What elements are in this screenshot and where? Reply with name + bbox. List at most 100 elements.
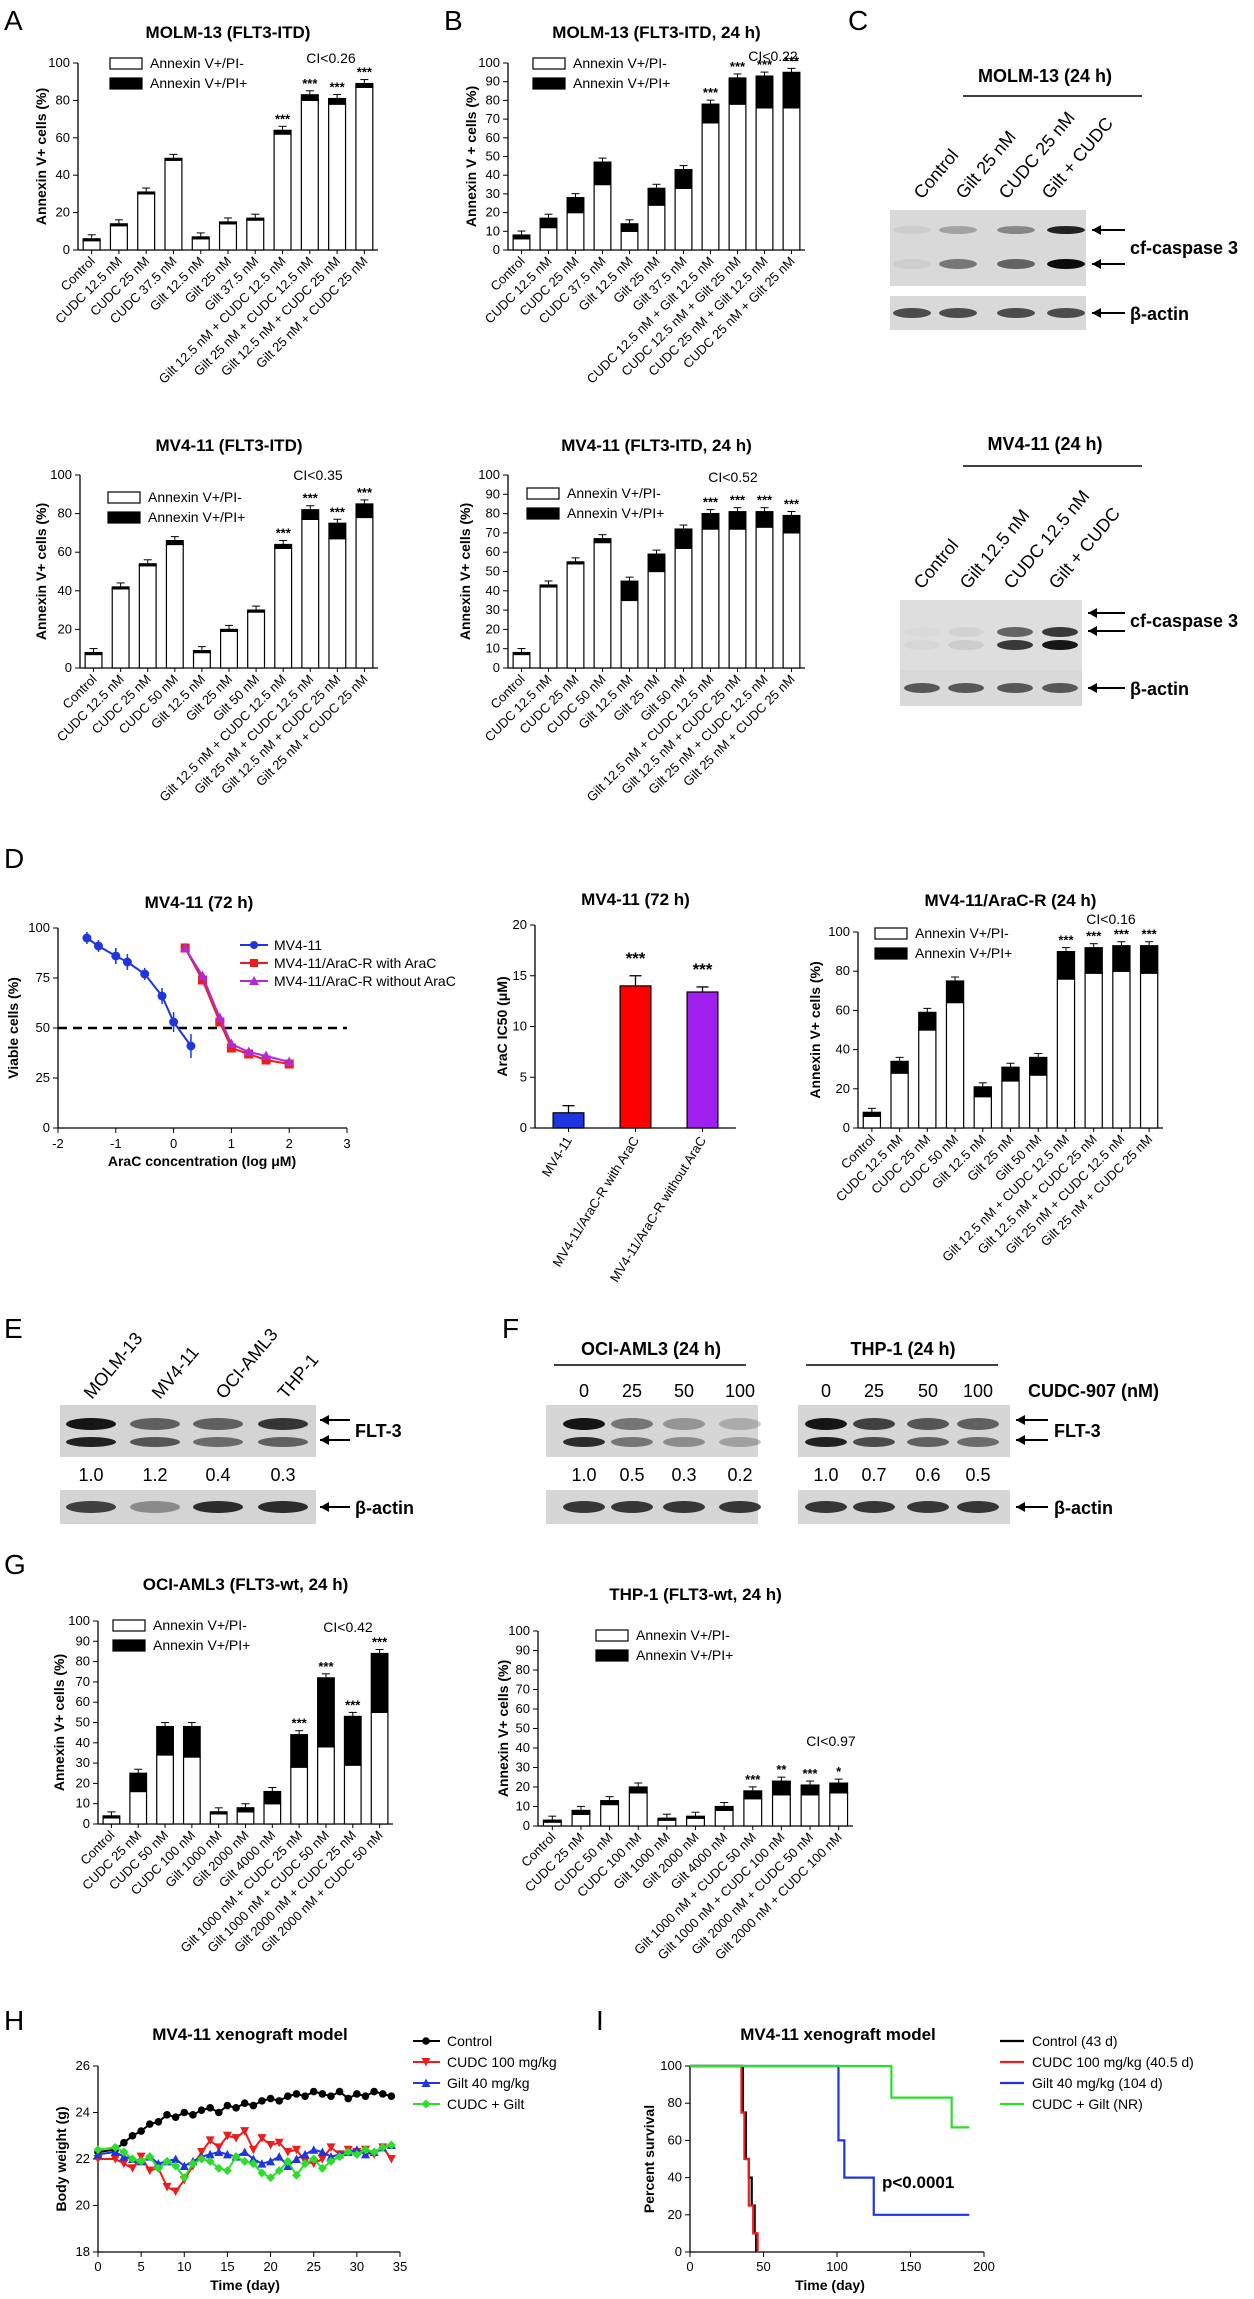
bar-segment-pi-neg: [701, 528, 720, 669]
data-point: [360, 2145, 370, 2155]
bar-segment-pi-pos: [674, 528, 693, 549]
band-flt3-upper: [611, 1418, 653, 1430]
panel-letter-A: A: [4, 5, 23, 36]
band-quantification-oci: 0.2: [727, 1465, 752, 1485]
lane-label-oci: 0: [579, 1381, 589, 1401]
bar-segment-pi-pos: [571, 1809, 591, 1815]
band-actin: [663, 1501, 705, 1513]
data-point: [386, 2140, 396, 2150]
y-tick-label: 80: [486, 92, 500, 107]
x-tick-label: 10: [177, 2259, 191, 2274]
y-tick-label: 26: [76, 2058, 90, 2073]
band-flt3-lower: [66, 1437, 116, 1447]
legend-marker: [422, 2037, 430, 2045]
data-point: [157, 991, 167, 1001]
y-axis-label: Annexin V+ cells (%): [495, 1660, 511, 1797]
legend-swatch-pi-pos: [109, 77, 143, 90]
lane-label-thp: 50: [918, 1381, 938, 1401]
y-tick-label: 70: [486, 525, 500, 540]
survival-curve: [690, 2064, 759, 2252]
bar-segment-pi-neg: [273, 133, 292, 251]
bar-segment-pi-pos: [686, 1815, 705, 1819]
legend-label: MV4-11/AraC-R without AraC: [274, 973, 456, 989]
bar-segment-pi-pos: [263, 1790, 282, 1805]
blot-title-thp: THP-1 (24 h): [850, 1339, 955, 1359]
panel-letters: A B C D E F G H I: [4, 5, 868, 2036]
bar: [686, 991, 719, 1129]
legend-swatch-pi-pos: [107, 511, 141, 524]
p-value-annotation: p<0.0001: [882, 2173, 954, 2192]
legend-label-pi-neg: Annexin V+/PI-: [573, 55, 667, 71]
bar-segment-pi-neg: [1084, 972, 1103, 1129]
band-quantification: 1.0: [78, 1465, 103, 1485]
lane-label: Control: [910, 145, 963, 202]
y-tick-label: 10: [486, 641, 500, 656]
y-tick-label: 100: [478, 55, 500, 70]
band-flt3-upper: [663, 1418, 705, 1430]
data-point: [274, 2152, 284, 2161]
significance-stars: *: [836, 1764, 842, 1779]
blot-membrane-flt3-oci: [546, 1405, 758, 1457]
legend-swatch-pi-neg: [526, 487, 560, 500]
legend-label: CUDC + Gilt: [447, 2096, 525, 2112]
band-quantification: 0.3: [270, 1465, 295, 1485]
legend-label: Gilt 40 mg/kg (104 d): [1032, 2075, 1163, 2091]
x-tick-label: 35: [393, 2259, 407, 2274]
bar-segment-pi-pos: [355, 82, 374, 88]
y-tick-label: 20: [56, 205, 70, 220]
lane-label-thp: 25: [864, 1381, 884, 1401]
data-point: [214, 1012, 225, 1022]
bar-segment-pi-neg: [628, 1792, 648, 1827]
bar-segment-pi-neg: [647, 570, 666, 669]
bar-segment-pi-neg: [782, 107, 801, 251]
y-tick-label: 70: [486, 111, 500, 126]
data-point: [240, 2099, 249, 2107]
bar-segment-pi-pos: [370, 1652, 389, 1713]
band-caspase-lower: [948, 640, 984, 650]
data-point: [226, 1038, 237, 1048]
bar-segment-pi-pos: [191, 236, 210, 240]
band-caspase-lower: [1042, 640, 1078, 650]
y-tick-label: 20: [486, 621, 500, 636]
bar-segment-pi-neg: [945, 1001, 965, 1129]
bar-segment-pi-neg: [355, 516, 374, 669]
data-point: [197, 2154, 207, 2164]
data-point: [154, 2118, 163, 2126]
data-point: [197, 970, 208, 980]
y-tick-label: 50: [486, 149, 500, 164]
data-point: [291, 2170, 301, 2180]
bar-segment-pi-pos: [138, 563, 157, 567]
band-caspase-lower: [893, 259, 931, 269]
legend-swatch-pi-neg: [874, 927, 908, 940]
band-caspase-upper: [893, 226, 931, 234]
y-tick-label: 70: [76, 1674, 90, 1689]
bar-segment-pi-pos: [728, 77, 747, 105]
bar-segment-pi-neg: [137, 193, 156, 251]
data-point: [240, 2156, 250, 2166]
y-tick-label: 20: [76, 1775, 90, 1790]
y-tick-label: 40: [836, 1042, 850, 1057]
significance-stars: ***: [1058, 933, 1074, 948]
data-point: [291, 2145, 301, 2155]
significance-stars: ***: [626, 949, 646, 968]
data-point: [248, 2159, 258, 2169]
bar-segment-pi-neg: [593, 183, 612, 251]
band-flt3-lower: [130, 1437, 180, 1447]
bar-segment-pi-pos: [1001, 1066, 1020, 1082]
bar-segment-pi-pos: [274, 543, 293, 549]
data-point: [110, 2155, 120, 2164]
y-tick-label: 100: [68, 1613, 90, 1628]
y-tick-label: 20: [836, 1081, 850, 1096]
bar-segment-pi-neg: [111, 588, 130, 669]
data-point: [222, 2149, 232, 2159]
panel-letter-D: D: [4, 843, 24, 874]
data-point: [317, 2155, 327, 2164]
data-point: [82, 933, 92, 943]
bar-segment-pi-pos: [1084, 947, 1103, 974]
bar-segment-pi-pos: [218, 221, 238, 225]
bar-segment-pi-neg: [328, 103, 347, 251]
bar-segment-pi-neg: [1001, 1080, 1020, 1129]
band-actin: [997, 308, 1035, 318]
chart-title: OCI-AML3 (FLT3-wt, 24 h): [143, 1575, 349, 1594]
significance-stars: ***: [357, 65, 373, 80]
